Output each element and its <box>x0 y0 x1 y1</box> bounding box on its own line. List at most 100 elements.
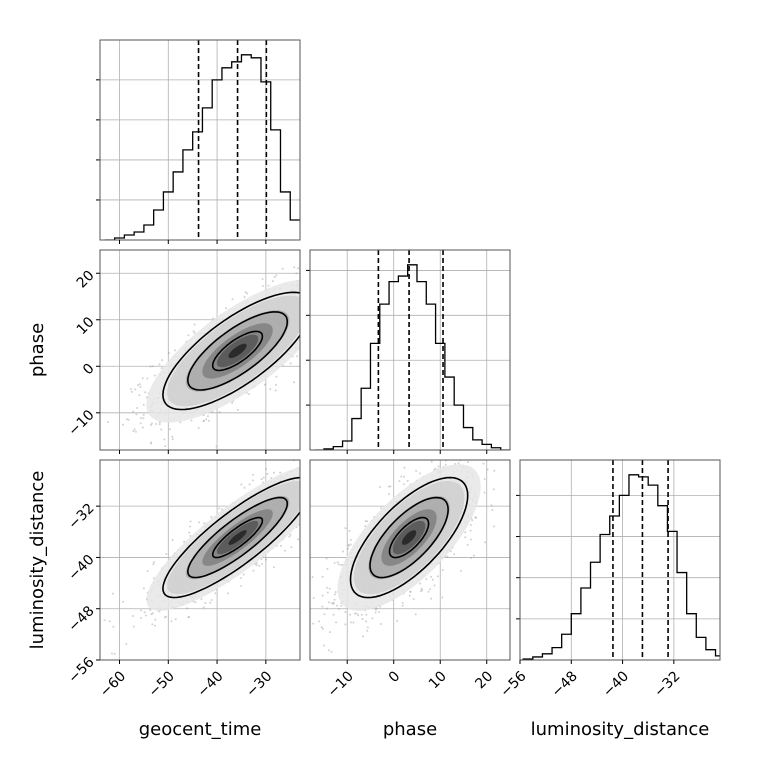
scatter-point <box>331 474 333 476</box>
scatter-point <box>324 484 326 486</box>
scatter-point <box>248 393 251 396</box>
scatter-point <box>281 267 284 270</box>
scatter-point <box>261 284 264 287</box>
histogram-step-phase <box>314 264 510 450</box>
scatter-point <box>262 476 265 479</box>
scatter-point <box>316 465 318 467</box>
scatter-point <box>437 465 440 468</box>
scatter-point <box>323 361 325 363</box>
scatter-point <box>333 593 336 596</box>
scatter-point <box>133 428 136 431</box>
scatter-point <box>303 285 305 287</box>
y-tick-label: 20 <box>74 268 98 292</box>
scatter-point <box>318 493 320 495</box>
scatter-point <box>327 601 330 604</box>
scatter-point <box>327 649 330 652</box>
scatter-point <box>146 377 149 380</box>
scatter-point <box>311 292 313 294</box>
scatter-point <box>338 447 340 449</box>
scatter-point <box>302 494 304 496</box>
scatter-point <box>364 520 367 523</box>
scatter-point <box>365 613 368 616</box>
scatter-point <box>366 520 369 523</box>
scatter-point <box>314 322 316 324</box>
scatter-point <box>164 445 167 448</box>
scatter-point <box>401 602 404 605</box>
scatter-point <box>307 301 309 303</box>
scatter-point <box>165 552 168 555</box>
scatter-point <box>464 536 467 539</box>
scatter-point <box>138 394 141 397</box>
scatter-point <box>328 485 330 487</box>
scatter-point <box>371 617 374 620</box>
scatter-point <box>356 435 358 437</box>
scatter-point <box>189 534 192 537</box>
scatter-point <box>433 584 436 587</box>
scatter-point <box>475 516 478 519</box>
scatter-point <box>303 497 305 499</box>
scatter-point <box>335 621 338 624</box>
scatter-point <box>297 538 300 541</box>
scatter-point <box>469 529 472 532</box>
scatter-point <box>204 601 207 604</box>
scatter-point <box>112 625 115 628</box>
scatter-point <box>275 375 278 378</box>
scatter-point <box>493 469 496 472</box>
scatter-point <box>425 578 428 581</box>
scatter-point <box>151 623 154 626</box>
scatter-point <box>203 419 206 422</box>
scatter-point <box>430 597 433 600</box>
scatter-point <box>140 617 143 620</box>
scatter-point <box>290 546 293 549</box>
scatter-point <box>332 601 335 604</box>
scatter-point <box>248 483 251 486</box>
scatter-point <box>504 454 506 456</box>
scatter-point <box>136 407 139 410</box>
scatter-point <box>332 290 334 292</box>
panel-frame <box>519 459 721 661</box>
scatter-point <box>252 569 255 572</box>
scatter-point <box>323 288 325 290</box>
scatter-point <box>323 613 326 616</box>
scatter-point <box>369 262 371 264</box>
scatter-point <box>303 484 305 486</box>
x-axis-label-luminosity_distance: luminosity_distance <box>531 719 710 740</box>
scatter-point <box>317 476 319 478</box>
scatter-point <box>482 462 485 465</box>
scatter-point <box>319 305 321 307</box>
scatter-point <box>328 631 331 634</box>
scatter-point <box>486 468 489 471</box>
scatter-point <box>205 418 208 421</box>
scatter-point <box>314 463 316 465</box>
scatter-point <box>338 480 340 482</box>
scatter-point <box>142 413 145 416</box>
scatter-point <box>153 624 156 627</box>
scatter-point <box>103 619 106 622</box>
scatter-point <box>441 569 444 572</box>
scatter-point <box>293 266 296 269</box>
scatter-point <box>187 334 190 337</box>
scatter-point <box>207 419 210 422</box>
scatter-point <box>271 280 274 283</box>
scatter-point <box>289 362 292 365</box>
scatter-point <box>365 620 368 623</box>
scatter-point <box>344 527 347 530</box>
scatter-point <box>108 620 111 623</box>
scatter-point <box>325 557 328 560</box>
scatter-point <box>316 299 318 301</box>
scatter-point <box>302 516 304 518</box>
scatter-point <box>132 430 135 433</box>
scatter-point <box>342 480 344 482</box>
scatter-point <box>151 365 154 368</box>
scatter-point <box>190 419 193 422</box>
scatter-point <box>327 487 329 489</box>
scatter-point <box>361 248 363 250</box>
scatter-point <box>171 538 174 541</box>
scatter-point <box>202 420 205 423</box>
scatter-point <box>312 622 315 625</box>
density-level <box>228 343 247 359</box>
scatter-point <box>344 478 346 480</box>
scatter-point <box>347 544 350 547</box>
x-tick-label: −40 <box>194 668 226 700</box>
y-tick-label: 0 <box>80 361 98 379</box>
